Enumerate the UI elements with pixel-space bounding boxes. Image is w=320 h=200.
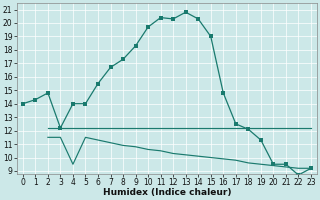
X-axis label: Humidex (Indice chaleur): Humidex (Indice chaleur) <box>103 188 231 197</box>
